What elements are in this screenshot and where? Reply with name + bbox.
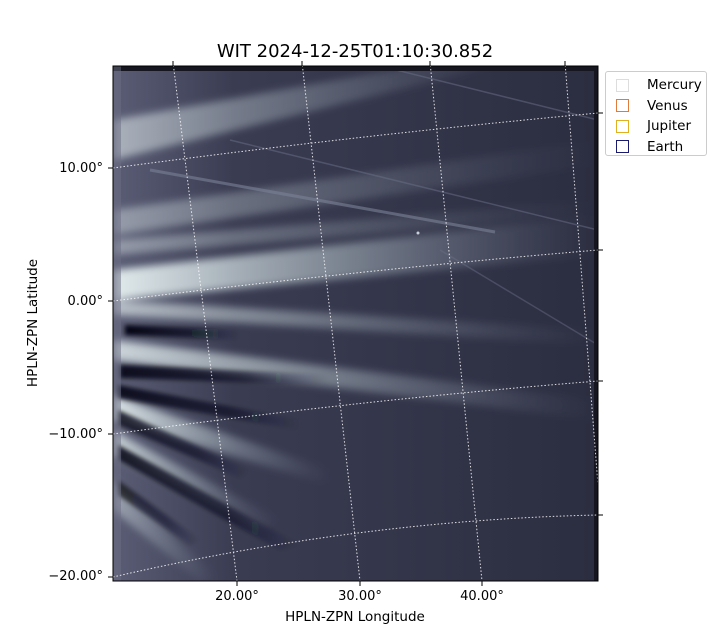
- earth-swatch: [616, 140, 629, 154]
- jupiter-swatch: [616, 119, 629, 133]
- mercury-swatch: [616, 78, 629, 92]
- legend-item-mercury: Mercury: [616, 75, 706, 96]
- y-ticks: [108, 112, 603, 578]
- venus-swatch: [616, 99, 629, 113]
- legend-label: Venus: [647, 97, 688, 114]
- legend-label: Earth: [647, 138, 684, 155]
- legend-item-venus: Venus: [616, 96, 706, 117]
- y-tick-label: −20.00°: [48, 569, 103, 584]
- legend-label: Mercury: [647, 77, 702, 94]
- y-tick-label: 0.00°: [68, 294, 103, 309]
- coordinate-grid: [113, 66, 598, 581]
- y-tick-label: 10.00°: [59, 161, 103, 176]
- legend-item-jupiter: Jupiter: [616, 116, 706, 137]
- x-axis-label: HPLN-ZPN Longitude: [285, 609, 425, 625]
- x-tick-label: 40.00°: [460, 589, 504, 604]
- x-tick-label: 20.00°: [215, 589, 259, 604]
- y-axis-label: HPLN-ZPN Latitude: [25, 259, 41, 387]
- y-tick-label: −10.00°: [48, 427, 103, 442]
- solar-image: [113, 66, 598, 581]
- legend-label: Jupiter: [647, 118, 692, 135]
- legend-item-earth: Earth: [616, 137, 706, 158]
- plot-frame: [112, 65, 599, 582]
- legend: Mercury Venus Jupiter Earth: [605, 71, 707, 156]
- x-ticks: [172, 61, 566, 586]
- x-tick-label: 30.00°: [338, 589, 382, 604]
- plot-title: WIT 2024-12-25T01:10:30.852: [217, 41, 493, 62]
